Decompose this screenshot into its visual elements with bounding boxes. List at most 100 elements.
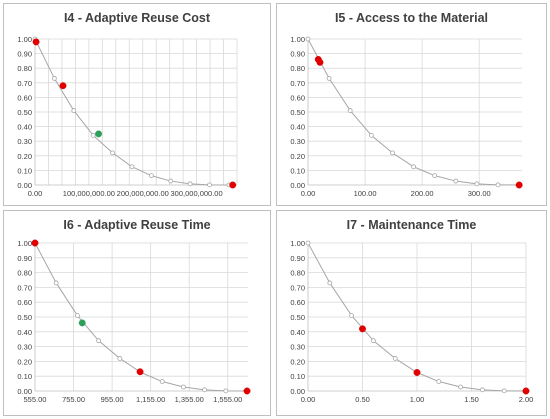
y-tick-label: 0.50 (17, 108, 32, 117)
x-tick-label: 555.00 (24, 395, 47, 404)
highlight-point (95, 130, 103, 138)
y-tick-label: 0.30 (290, 137, 305, 146)
y-tick-label: 0.20 (290, 357, 305, 366)
y-tick-label: 0.60 (290, 298, 305, 307)
series-marker (390, 150, 395, 156)
x-tick-label: 2.00 (519, 395, 534, 404)
y-tick-label: 0.40 (17, 328, 32, 337)
y-tick-label: 0.90 (17, 254, 32, 263)
y-tick-label: 0.70 (290, 283, 305, 292)
chart-panel-i6: I6 - Adaptive Reuse Time 0.00 0.10 0.20 0.3… (3, 210, 271, 416)
y-tick-label: 0.90 (290, 50, 305, 59)
y-tick-label: 0.90 (290, 254, 305, 263)
highlight-point (243, 387, 251, 395)
y-tick-label: 0.60 (17, 93, 32, 102)
y-tick-label: 0.20 (17, 357, 32, 366)
y-tick-label: 0.30 (17, 137, 32, 146)
x-tick-label: 755.00 (62, 395, 85, 404)
chart-title: I5 - Access to the Material (334, 11, 489, 25)
x-tick-label: 1,155.00 (136, 395, 165, 404)
x-tick-label: 0.00 (301, 189, 316, 198)
series-marker (305, 240, 311, 246)
y-tick-label: 0.40 (290, 328, 305, 337)
y-tick-label: 0.30 (290, 343, 305, 352)
chart-title: I6 - Adaptive Reuse Time (63, 218, 211, 232)
series-marker (75, 313, 80, 318)
highlight-point (515, 181, 523, 189)
x-tick-label: 1,355.00 (175, 395, 204, 404)
y-tick-label: 0.60 (17, 298, 32, 307)
highlight-point (31, 239, 39, 247)
series-marker (305, 36, 311, 42)
y-tick-label: 0.00 (17, 387, 32, 396)
y-tick-label: 1.00 (290, 239, 305, 248)
y-tick-label: 0.40 (17, 123, 32, 132)
y-tick-label: 0.50 (290, 108, 305, 117)
y-tick-label: 0.80 (290, 64, 305, 73)
chart-title: I4 - Adaptive Reuse Cost (63, 11, 211, 25)
series-marker (90, 132, 96, 138)
y-tick-label: 1.00 (290, 35, 305, 44)
x-tick-label: 100,000,000.00 (63, 189, 115, 198)
y-tick-label: 0.30 (17, 343, 32, 352)
series-marker (411, 164, 416, 170)
series-marker (349, 313, 354, 318)
series-marker (371, 338, 376, 344)
chart-plot-i5: 0.00 0.10 0.20 0.30 0.40 0.50 0.60 0.70 0.80 0.90… (290, 35, 523, 198)
chart-plot-i7: 0.00 0.10 0.20 0.30 0.40 0.50 0.60 0.70 0.80 0.90… (290, 239, 534, 404)
x-tick-label: 300,000,000.00 (171, 189, 223, 198)
series-marker (501, 388, 507, 394)
highlight-point (59, 82, 67, 90)
x-tick-label: 200,000,000.00 (117, 189, 169, 198)
y-tick-label: 0.70 (290, 79, 305, 88)
chart-panel-i5: I5 - Access to the Material 0.00 0.10 0.20… (276, 3, 547, 206)
chart-plot-i4: 0.00 0.10 0.20 0.30 0.40 0.50 0.60 0.70 0.80 0.90… (17, 35, 238, 198)
series-marker (51, 76, 57, 81)
series-marker (479, 387, 485, 393)
y-tick-label: 0.20 (17, 152, 32, 161)
x-tick-label: 955.00 (101, 395, 124, 404)
series-marker (207, 182, 212, 188)
highlight-point (32, 38, 40, 46)
series-marker (453, 178, 459, 184)
highlight-point (413, 369, 421, 376)
series-marker (327, 280, 333, 286)
series-marker (436, 379, 442, 384)
x-tick-label: 1.00 (410, 395, 425, 404)
y-tick-label: 0.00 (17, 181, 32, 190)
y-tick-label: 0.40 (290, 123, 305, 132)
series-marker (495, 182, 501, 188)
y-tick-label: 0.80 (290, 269, 305, 278)
highlight-point (316, 58, 324, 66)
x-tick-label: 300.00 (468, 189, 491, 198)
series-marker (159, 379, 165, 384)
series-marker (168, 178, 174, 184)
series-marker (96, 338, 102, 344)
y-tick-label: 0.90 (17, 50, 32, 59)
y-tick-label: 0.10 (290, 372, 305, 381)
series-marker (71, 108, 77, 113)
y-tick-label: 0.20 (290, 152, 305, 161)
y-tick-label: 0.60 (290, 93, 305, 102)
y-tick-label: 1.00 (17, 239, 32, 248)
chart-panel-i4: I4 - Adaptive Reuse Cost 0.00 0.10 0.20 0.3… (3, 3, 271, 206)
chart-title: I7 - Maintenance Time (346, 218, 477, 232)
x-tick-label: 0.00 (301, 395, 316, 404)
y-tick-label: 0.00 (290, 387, 305, 396)
series-marker (368, 132, 374, 138)
y-tick-label: 0.80 (17, 64, 32, 73)
x-tick-label: 0.50 (355, 395, 370, 404)
x-tick-label: 200.00 (411, 189, 434, 198)
y-tick-label: 0.50 (290, 313, 305, 322)
x-tick-label: 1.50 (464, 395, 479, 404)
y-tick-label: 1.00 (17, 35, 32, 44)
highlight-point (522, 387, 530, 395)
y-tick-label: 0.70 (17, 79, 32, 88)
y-tick-label: 0.70 (17, 283, 32, 292)
series-marker (392, 356, 398, 361)
series-marker (432, 173, 438, 179)
y-tick-label: 0.50 (17, 313, 32, 322)
series-marker (129, 164, 135, 170)
chart-plot-i6: 0.00 0.10 0.20 0.30 0.40 0.50 0.60 0.70 0.80 0.90… (17, 239, 251, 404)
series-marker (110, 150, 115, 156)
